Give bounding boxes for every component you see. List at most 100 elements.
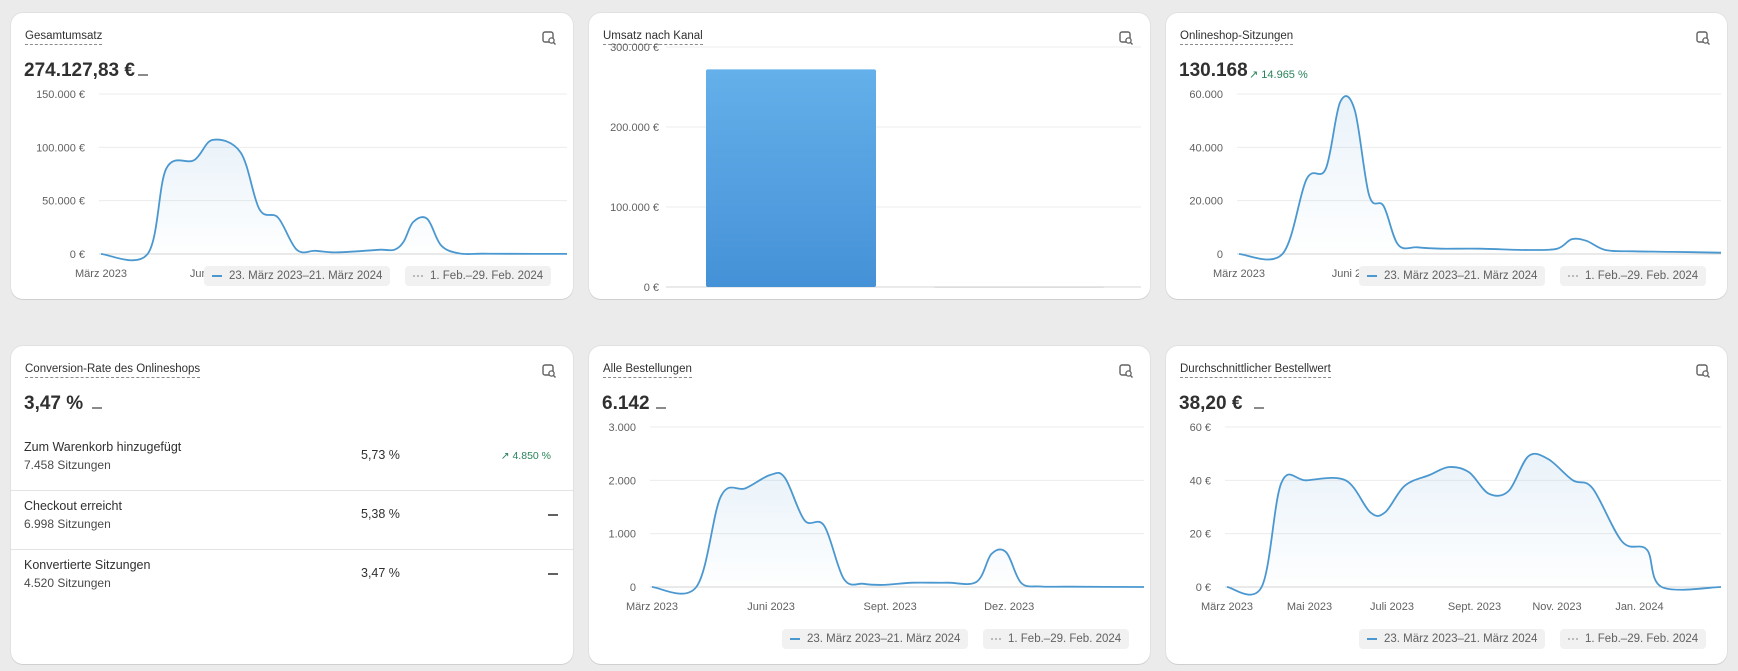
y-tick-label: 20 € bbox=[1190, 529, 1211, 541]
arrow-up-right-icon: ↗ bbox=[1249, 69, 1259, 81]
x-tick-label: Juli 2023 bbox=[1370, 601, 1414, 613]
x-tick-label: Jan. 2024 bbox=[1615, 601, 1663, 613]
funnel-label: Konvertierte Sitzungen bbox=[24, 558, 151, 572]
funnel-row-checkout: Checkout erreicht 6.998 Sitzungen 5,38 % bbox=[11, 491, 573, 550]
series-line bbox=[100, 138, 568, 262]
y-tick-label: 0 bbox=[630, 582, 636, 594]
y-tick-label: 0 € bbox=[644, 282, 659, 294]
y-tick-label: 200.000 € bbox=[610, 122, 659, 134]
x-tick-label: Dez. 2023 bbox=[984, 601, 1034, 613]
metric-value: 38,20 € bbox=[1179, 393, 1243, 414]
explore-report-icon[interactable] bbox=[1118, 30, 1134, 46]
series-area bbox=[1227, 453, 1721, 595]
metric-value: 130.168 bbox=[1179, 60, 1248, 81]
x-tick-label: Sept. 2023 bbox=[864, 601, 917, 613]
y-tick-label: 3.000 bbox=[608, 422, 636, 434]
series-area bbox=[652, 472, 1144, 594]
no-change-dash bbox=[548, 514, 558, 516]
trend-badge: ↗ 14.965 % bbox=[1249, 69, 1308, 81]
card-title[interactable]: Gesamtumsatz bbox=[25, 29, 103, 45]
funnel-sessions: 7.458 Sitzungen bbox=[24, 458, 111, 472]
no-change-dash bbox=[1254, 407, 1264, 409]
series-line bbox=[1238, 95, 1722, 261]
x-tick-label: Mai 2023 bbox=[1287, 601, 1332, 613]
bar bbox=[934, 286, 1104, 288]
y-tick-label: 60.000 bbox=[1189, 89, 1223, 101]
y-tick-label: 1.000 bbox=[608, 529, 636, 541]
arrow-up-right-icon: ↗ bbox=[500, 450, 510, 462]
no-change-dash bbox=[138, 74, 148, 76]
no-change-dash bbox=[548, 573, 558, 575]
metric-value: 274.127,83 € bbox=[24, 60, 135, 81]
card-durchschnittlicher-bestellwert[interactable]: Durchschnittlicher Bestellwert 38,20 € 6… bbox=[1166, 346, 1727, 664]
chart-durchschnittlicher-bestellwert: 60 € 40 € 20 € 0 € März 2023 Mai 2023 Juli 202… bbox=[1190, 422, 1722, 613]
card-title[interactable]: Alle Bestellungen bbox=[603, 362, 692, 378]
explore-report-icon[interactable] bbox=[541, 363, 557, 379]
series-area bbox=[101, 139, 567, 261]
card-conversion-rate[interactable]: Conversion-Rate des Onlineshops 3,47 % Z… bbox=[11, 346, 573, 664]
no-change-dash bbox=[656, 407, 666, 409]
bar bbox=[706, 69, 876, 288]
explore-report-icon[interactable] bbox=[1695, 363, 1711, 379]
funnel-percent: 5,38 % bbox=[361, 507, 400, 521]
legend-previous[interactable]: 1. Feb.–29. Feb. 2024 bbox=[405, 266, 552, 286]
y-tick-label: 2.000 bbox=[608, 475, 636, 487]
funnel-sessions: 4.520 Sitzungen bbox=[24, 576, 111, 590]
y-tick-label: 0 € bbox=[70, 249, 85, 261]
y-tick-label: 20.000 bbox=[1189, 196, 1223, 208]
y-tick-label: 50.000 € bbox=[42, 196, 85, 208]
y-tick-label: 300.000 € bbox=[610, 42, 659, 54]
card-title[interactable]: Durchschnittlicher Bestellwert bbox=[1180, 362, 1331, 378]
y-tick-label: 40 € bbox=[1190, 475, 1211, 487]
legend-current[interactable]: 23. März 2023–21. März 2024 bbox=[782, 629, 969, 649]
legend-previous[interactable]: 1. Feb.–29. Feb. 2024 bbox=[1560, 629, 1707, 649]
y-tick-label: 60 € bbox=[1190, 422, 1211, 434]
series-line bbox=[651, 471, 1145, 595]
funnel-row-warenkorb: Zum Warenkorb hinzugefügt 7.458 Sitzunge… bbox=[11, 432, 573, 491]
legend-current[interactable]: 23. März 2023–21. März 2024 bbox=[1359, 629, 1546, 649]
y-tick-label: 0 bbox=[1217, 249, 1223, 261]
card-umsatz-nach-kanal[interactable]: Umsatz nach Kanal 300.000 € 200.000 € 100.… bbox=[589, 13, 1150, 299]
x-tick-label: Sept. 2023 bbox=[1448, 601, 1501, 613]
funnel-percent: 5,73 % bbox=[361, 448, 400, 462]
trend-badge: ↗ 4.850 % bbox=[500, 450, 551, 462]
x-tick-label: März 2023 bbox=[626, 601, 678, 613]
funnel-sessions: 6.998 Sitzungen bbox=[24, 517, 111, 531]
legend-previous[interactable]: 1. Feb.–29. Feb. 2024 bbox=[983, 629, 1130, 649]
card-title[interactable]: Onlineshop-Sitzungen bbox=[1180, 29, 1294, 45]
y-tick-label: 0 € bbox=[1196, 582, 1211, 594]
no-change-dash bbox=[92, 407, 102, 409]
card-onlineshop-sitzungen[interactable]: Onlineshop-Sitzungen 130.168 ↗ 14.965 % … bbox=[1166, 13, 1727, 299]
funnel-percent: 3,47 % bbox=[361, 566, 400, 580]
card-title[interactable]: Conversion-Rate des Onlineshops bbox=[25, 362, 201, 378]
y-tick-label: 150.000 € bbox=[36, 89, 85, 101]
explore-report-icon[interactable] bbox=[1118, 363, 1134, 379]
x-tick-label: Juni 2023 bbox=[747, 601, 795, 613]
chart-umsatz-nach-kanal: 300.000 €200.000 €100.000 €0 €Online Sto… bbox=[610, 42, 1141, 294]
card-gesamtumsatz[interactable]: Gesamtumsatz 274.127,83 € 150.000 € 100.0… bbox=[11, 13, 573, 299]
y-tick-label: 100.000 € bbox=[36, 142, 85, 154]
legend-current[interactable]: 23. März 2023–21. März 2024 bbox=[204, 266, 391, 286]
series-area bbox=[1239, 96, 1721, 260]
funnel-row-konvertiert: Konvertierte Sitzungen 4.520 Sitzungen 3… bbox=[11, 550, 573, 608]
metric-value: 6.142 bbox=[602, 393, 650, 414]
x-tick-label: März 2023 bbox=[75, 268, 127, 280]
metric-value: 3,47 % bbox=[24, 393, 84, 414]
card-title[interactable]: Umsatz nach Kanal bbox=[603, 29, 703, 45]
funnel-label: Checkout erreicht bbox=[24, 499, 122, 513]
explore-report-icon[interactable] bbox=[541, 30, 557, 46]
explore-report-icon[interactable] bbox=[1695, 30, 1711, 46]
funnel-label: Zum Warenkorb hinzugefügt bbox=[24, 440, 182, 454]
x-tick-label: März 2023 bbox=[1213, 268, 1265, 280]
series-line bbox=[1226, 452, 1722, 596]
y-tick-label: 100.000 € bbox=[610, 202, 659, 214]
legend-previous[interactable]: 1. Feb.–29. Feb. 2024 bbox=[1560, 266, 1707, 286]
y-tick-label: 40.000 bbox=[1189, 142, 1223, 154]
x-tick-label: März 2023 bbox=[1201, 601, 1253, 613]
chart-gesamtumsatz: 150.000 €100.000 €50.000 €0 €März 2023 Ju… bbox=[36, 89, 568, 280]
x-tick-label: Nov. 2023 bbox=[1532, 601, 1581, 613]
card-alle-bestellungen[interactable]: Alle Bestellungen 6.142 3.000 2.000 1.000 0… bbox=[589, 346, 1150, 664]
chart-alle-bestellungen: 3.000 2.000 1.000 0 März 2023 Juni 2023 Sept. … bbox=[608, 422, 1145, 613]
legend-current[interactable]: 23. März 2023–21. März 2024 bbox=[1359, 266, 1546, 286]
